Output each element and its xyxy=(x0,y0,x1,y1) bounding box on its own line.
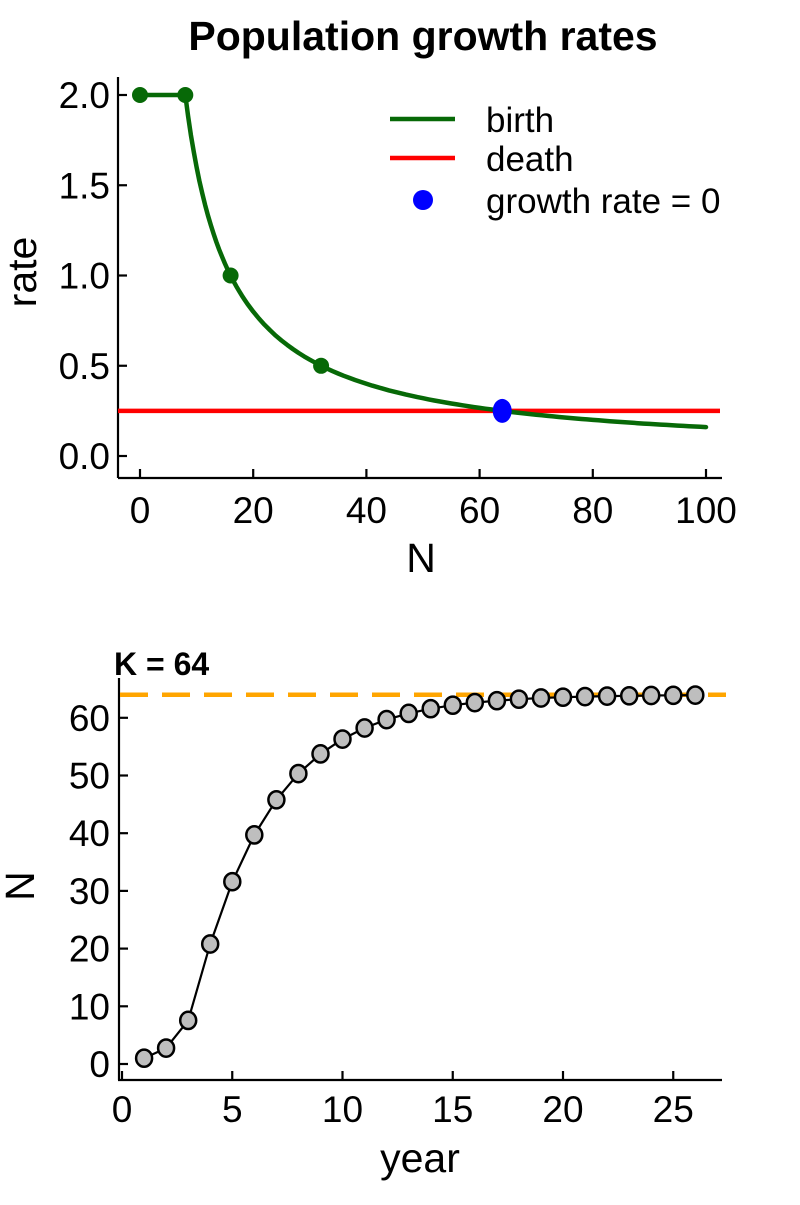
legend-label-death: death xyxy=(486,140,574,179)
top-x-axis-label: N xyxy=(406,535,436,581)
bottom-y-tick-label: 0 xyxy=(89,1044,110,1085)
birth-marker-dot xyxy=(177,87,194,103)
population-data-point xyxy=(156,1038,176,1058)
population-data-point xyxy=(641,685,661,706)
population-data-point xyxy=(399,703,418,724)
legend: birth death growth rate = 0 xyxy=(390,101,720,221)
birth-marker-dot xyxy=(313,357,330,374)
bottom-x-tick-label: 10 xyxy=(322,1089,363,1130)
top-y-tick-label: 1.5 xyxy=(59,165,110,206)
top-x-tick-label: 40 xyxy=(346,490,387,531)
birth-marker-dot xyxy=(132,87,148,103)
population-data-point xyxy=(377,709,396,730)
carrying-capacity-label: K = 64 xyxy=(114,646,209,682)
population-data-point xyxy=(333,729,352,749)
bottom-x-tick-label: 20 xyxy=(542,1089,583,1130)
top-chart-title: Population growth rates xyxy=(188,13,657,59)
bottom-y-tick-label: 60 xyxy=(69,698,110,739)
population-data-point xyxy=(553,687,573,708)
bottom-series xyxy=(120,685,726,1069)
bottom-y-axis-label: N xyxy=(0,871,43,901)
top-y-tick-label: 1.0 xyxy=(59,256,110,297)
bottom-y-tick-label: 20 xyxy=(69,929,110,970)
top-x-tick-label: 60 xyxy=(459,490,500,531)
population-data-point xyxy=(311,744,330,764)
population-data-point xyxy=(200,934,220,954)
top-y-axis-label: rate xyxy=(0,237,45,308)
birth-rate-curve xyxy=(137,92,709,430)
top-x-tick-label: 20 xyxy=(233,490,274,531)
bottom-x-tick-label: 0 xyxy=(112,1089,133,1130)
bottom-axes: 0 5 10 15 20 25 0 10 20 30 40 50 60 xyxy=(69,678,722,1130)
population-data-point xyxy=(686,685,705,705)
top-y-tick-label: 0.0 xyxy=(59,436,110,477)
population-data-point xyxy=(597,686,617,706)
population-data-point xyxy=(619,685,639,706)
bottom-y-tick-label: 30 xyxy=(69,871,110,912)
bottom-y-tick-label: 40 xyxy=(69,813,110,854)
population-data-point xyxy=(289,763,308,784)
growth-rates-chart: Population growth rates rate N 0 20 40 60 80… xyxy=(0,13,737,581)
bottom-x-tick-label: 5 xyxy=(222,1089,243,1130)
population-data-point xyxy=(267,789,286,810)
top-axes: 0 20 40 60 80 100 0.0 0.5 1.0 1.5 2.0 xyxy=(59,75,737,531)
legend-label-birth: birth xyxy=(486,101,554,140)
population-data-point xyxy=(664,685,683,706)
birth-marker-dot xyxy=(222,267,239,284)
bottom-y-tick-label: 50 xyxy=(69,756,110,797)
top-y-tick-label: 0.5 xyxy=(59,346,110,387)
population-data-point xyxy=(465,692,485,713)
bottom-y-tick-label: 10 xyxy=(69,986,110,1027)
population-data-point xyxy=(531,688,551,708)
population-data-point xyxy=(421,698,440,719)
logistic-growth-chart: K = 64 N year 0 5 10 15 20 25 0 10 20 30 40 50 60 xyxy=(0,646,726,1181)
bottom-x-tick-label: 15 xyxy=(432,1089,473,1130)
population-data-point xyxy=(443,695,463,716)
bottom-x-axis-label: year xyxy=(380,1135,460,1181)
top-x-tick-label: 80 xyxy=(572,490,613,531)
population-data-point xyxy=(178,1010,198,1031)
top-x-tick-label: 0 xyxy=(130,490,151,531)
legend-equilibrium-dot-swatch xyxy=(413,190,433,210)
top-series xyxy=(118,87,720,430)
population-data-point xyxy=(355,718,374,738)
top-x-tick-label: 100 xyxy=(675,490,737,531)
equilibrium-point xyxy=(492,398,512,423)
population-data-point xyxy=(575,686,595,707)
population-data-point xyxy=(245,825,264,845)
population-data-point xyxy=(487,690,507,711)
population-data-point xyxy=(509,689,529,710)
population-data-point xyxy=(134,1048,154,1069)
legend-label-growth-rate-zero: growth rate = 0 xyxy=(486,182,720,221)
population-data-point xyxy=(223,871,242,892)
top-y-tick-label: 2.0 xyxy=(59,75,110,116)
bottom-x-tick-label: 25 xyxy=(653,1089,694,1130)
